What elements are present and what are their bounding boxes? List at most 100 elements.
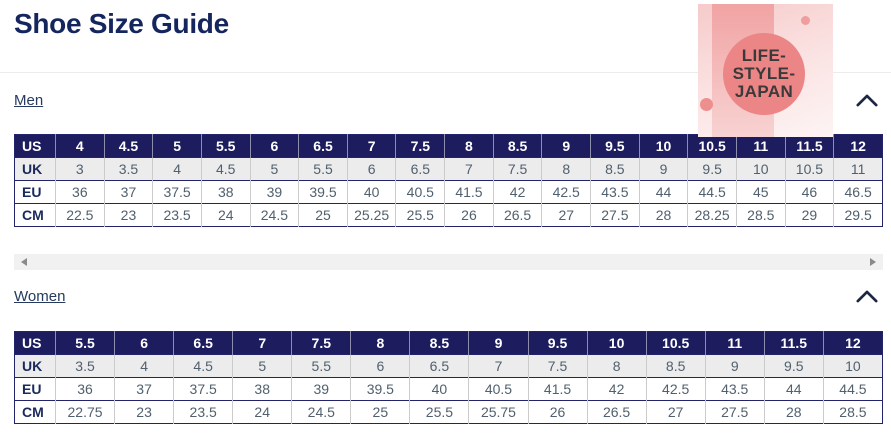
logo-text-line: JAPAN	[734, 82, 794, 101]
size-cell: 40.5	[468, 377, 528, 401]
row-label-us: US	[14, 331, 56, 355]
women-size-table: US 5.5 6 6.5 7 7.5 8 8.5 9 9.5 10 10.5 11 11.5 12 UK 3.5…	[14, 331, 883, 424]
size-cell: 40.5	[395, 180, 445, 204]
size-cell: 37.5	[152, 180, 202, 204]
size-cell: 3.5	[54, 354, 115, 378]
size-cell: 25.25	[346, 203, 396, 227]
size-cell: 25.75	[468, 400, 528, 424]
size-cell: 42.5	[541, 180, 591, 204]
size-cell: 24.5	[291, 400, 351, 424]
size-cell: 28	[763, 400, 824, 424]
size-cell: 23	[114, 400, 174, 424]
size-cell: 5	[249, 157, 299, 181]
size-cell: 9.5	[687, 157, 737, 181]
size-cell: 29.5	[833, 203, 883, 227]
lifestyle-japan-logo: LIFE- STYLE- JAPAN	[698, 4, 833, 137]
size-cell: 27	[541, 203, 591, 227]
size-cell: 4	[55, 134, 105, 158]
size-cell: 37	[114, 377, 174, 401]
size-cell: 7.5	[527, 354, 588, 378]
row-label-eu: EU	[14, 377, 56, 401]
size-cell: 8	[350, 331, 410, 355]
size-cell: 3.5	[103, 157, 153, 181]
row-label-uk: UK	[14, 157, 56, 181]
size-cell: 29	[784, 203, 834, 227]
size-cell: 4.5	[103, 134, 153, 158]
size-cell: 10	[735, 157, 786, 181]
size-cell: 24	[232, 400, 292, 424]
size-cell: 27	[645, 400, 706, 424]
table-row: UK 3.5 4 4.5 5 5.5 6 6.5 7 7.5 8 8.5 9 9.5 10	[14, 354, 883, 378]
table-row: US 5.5 6 6.5 7 7.5 8 8.5 9 9.5 10 10.5 11 11.5 12	[14, 331, 883, 355]
size-cell: 24.5	[249, 203, 299, 227]
size-cell: 8	[444, 134, 494, 158]
size-cell: 27.5	[590, 203, 640, 227]
size-cell: 5	[152, 134, 202, 158]
table-row: UK 3 3.5 4 4.5 5 5.5 6 6.5 7 7.5 8 8.5 9 9.5 10 10.5 11	[14, 157, 883, 181]
size-cell: 6.5	[298, 134, 348, 158]
horizontal-scrollbar[interactable]	[14, 254, 883, 270]
size-cell: 6.5	[173, 331, 233, 355]
size-cell: 4	[152, 157, 202, 181]
size-cell: 9	[541, 134, 591, 158]
size-cell: 36	[55, 180, 105, 204]
size-cell: 27.5	[704, 400, 765, 424]
size-cell: 37	[103, 180, 153, 204]
size-cell: 6	[350, 354, 410, 378]
chevron-up-icon[interactable]	[856, 290, 878, 303]
size-cell: 40	[346, 180, 396, 204]
table-row: US 4 4.5 5 5.5 6 6.5 7 7.5 8 8.5 9 9.5 10 10.5 11 11.5 12	[14, 134, 883, 158]
size-cell: 25.5	[409, 400, 469, 424]
size-cell: 44	[638, 180, 688, 204]
size-cell: 11	[704, 331, 765, 355]
chevron-up-icon[interactable]	[856, 94, 878, 107]
size-cell: 9.5	[527, 331, 588, 355]
women-section-link[interactable]: Women	[14, 287, 66, 305]
logo-dot-small	[801, 16, 810, 25]
size-cell: 39.5	[298, 180, 348, 204]
size-cell: 42.5	[645, 377, 706, 401]
row-label-eu: EU	[14, 180, 56, 204]
title-divider	[0, 72, 891, 73]
size-cell: 45	[735, 180, 786, 204]
size-cell: 6.5	[395, 157, 445, 181]
size-cell: 8.5	[409, 331, 469, 355]
size-cell: 10	[638, 134, 688, 158]
size-cell: 42	[586, 377, 647, 401]
size-cell: 38	[232, 377, 292, 401]
table-row: EU 36 37 37.5 38 39 39.5 40 40.5 41.5 42 42.5 43.5 44…	[14, 377, 883, 401]
size-cell: 11.5	[784, 134, 834, 158]
size-cell: 24	[200, 203, 251, 227]
table-row: CM 22.75 23 23.5 24 24.5 25 25.5 25.75 26 26.5 27 27…	[14, 400, 883, 424]
table-row: EU 36 37 37.5 38 39 39.5 40 40.5 41.5 42 42.5 43.5 44…	[14, 180, 883, 204]
size-cell: 10.5	[687, 134, 737, 158]
size-cell: 38	[200, 180, 251, 204]
size-cell: 10	[586, 331, 647, 355]
logo-dot-large	[700, 98, 713, 111]
women-section-header: Women	[14, 284, 883, 308]
men-section-header: Men	[14, 88, 883, 112]
size-cell: 40	[409, 377, 469, 401]
scroll-left-arrow-icon[interactable]	[21, 258, 27, 266]
size-cell: 43.5	[704, 377, 765, 401]
size-cell: 26	[527, 400, 588, 424]
size-cell: 6	[114, 331, 174, 355]
size-cell: 28.5	[822, 400, 883, 424]
size-cell: 7	[444, 157, 494, 181]
row-label-cm: CM	[14, 203, 56, 227]
scroll-right-arrow-icon[interactable]	[870, 258, 876, 266]
size-cell: 25	[298, 203, 348, 227]
size-cell: 5	[232, 354, 292, 378]
size-cell: 28.25	[687, 203, 737, 227]
size-cell: 43.5	[590, 180, 640, 204]
size-cell: 42	[492, 180, 542, 204]
size-cell: 3	[55, 157, 105, 181]
size-cell: 5.5	[200, 134, 251, 158]
men-section-link[interactable]: Men	[14, 91, 44, 109]
size-cell: 8.5	[492, 134, 542, 158]
size-cell: 8	[541, 157, 591, 181]
size-cell: 9	[468, 331, 528, 355]
size-cell: 39.5	[350, 377, 410, 401]
size-cell: 5.5	[54, 331, 115, 355]
size-cell: 6	[249, 134, 299, 158]
